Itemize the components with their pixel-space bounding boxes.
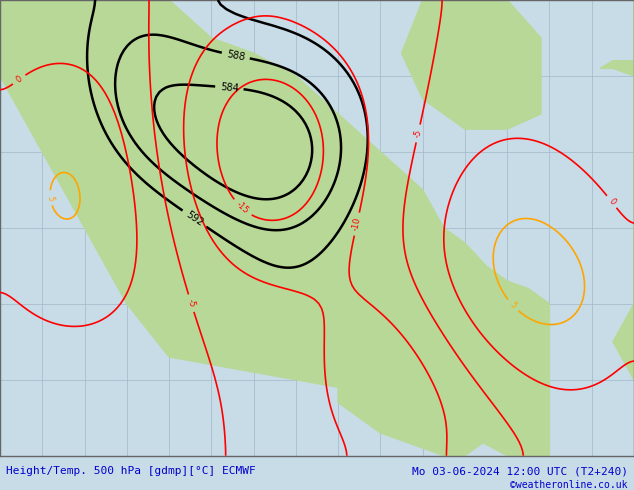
Text: 588: 588: [226, 49, 246, 62]
Polygon shape: [0, 0, 550, 456]
Text: ©weatheronline.co.uk: ©weatheronline.co.uk: [510, 480, 628, 490]
Polygon shape: [401, 0, 541, 129]
Text: -5: -5: [186, 298, 197, 308]
Polygon shape: [613, 0, 634, 441]
Text: 0: 0: [607, 197, 617, 207]
Text: 0: 0: [15, 74, 24, 85]
Text: -10: -10: [351, 217, 363, 232]
Polygon shape: [600, 53, 634, 83]
Text: 584: 584: [220, 82, 239, 94]
Text: -5: -5: [413, 128, 424, 139]
Text: Mo 03-06-2024 12:00 UTC (T2+240): Mo 03-06-2024 12:00 UTC (T2+240): [412, 466, 628, 476]
Text: Height/Temp. 500 hPa [gdmp][°C] ECMWF: Height/Temp. 500 hPa [gdmp][°C] ECMWF: [6, 466, 256, 476]
Text: 5: 5: [508, 300, 518, 310]
Text: -15: -15: [234, 200, 250, 216]
Text: 5: 5: [46, 195, 55, 201]
Text: 592: 592: [184, 209, 205, 228]
Polygon shape: [338, 380, 507, 456]
